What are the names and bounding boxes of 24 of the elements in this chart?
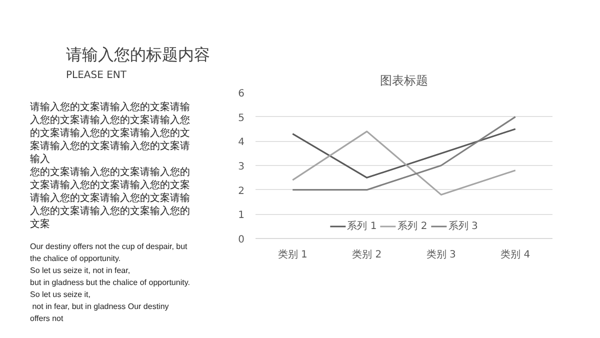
y-tick-label: 2 — [238, 186, 245, 197]
text: 请输入您的文案请输入您的文案请输入您的文案请输入您的文案请输入您的文案请输入您的文案请输入您的文案请输入您的文案请输入您的文案请输入 — [30, 101, 190, 166]
text: PLEASE ENT — [66, 68, 128, 83]
y-tick-label: 3 — [238, 162, 245, 172]
chart-title: 图表标题 — [380, 74, 428, 88]
legend-label: 系列 3 — [448, 220, 478, 233]
y-tick-label: 6 — [238, 88, 245, 100]
legend-label: 系列 2 — [398, 220, 428, 233]
text: not in fear, but in gladness Our destiny offers not — [30, 301, 170, 326]
y-tick-label: 5 — [238, 112, 245, 124]
text: 请输入您的标题内容 — [66, 44, 210, 66]
text: So let us seize it, not in fear, — [30, 265, 132, 278]
y-tick-label: 1 — [238, 210, 245, 222]
legend-label: 系列 1 — [347, 220, 377, 233]
line-series — [292, 128, 516, 178]
y-tick-label: 0 — [238, 234, 245, 246]
x-tick-label: 类别 3 — [426, 248, 456, 260]
y-tick-label: 4 — [238, 137, 245, 148]
text: Our destiny offers not the cup of despair, but the chalice of opportunity. — [30, 241, 188, 266]
x-tick-label: 类别 4 — [500, 248, 530, 260]
x-tick-label: 类别 2 — [352, 248, 382, 260]
text: 您的文案请输入您的文案请输入您的文案请输入您的文案请输入您的文案请输入您的文案请输入您的文案请输入您的文案请输入您的文案输入您的文案 — [30, 166, 190, 232]
x-tick-label: 类别 1 — [278, 248, 308, 260]
line-series — [292, 130, 516, 196]
